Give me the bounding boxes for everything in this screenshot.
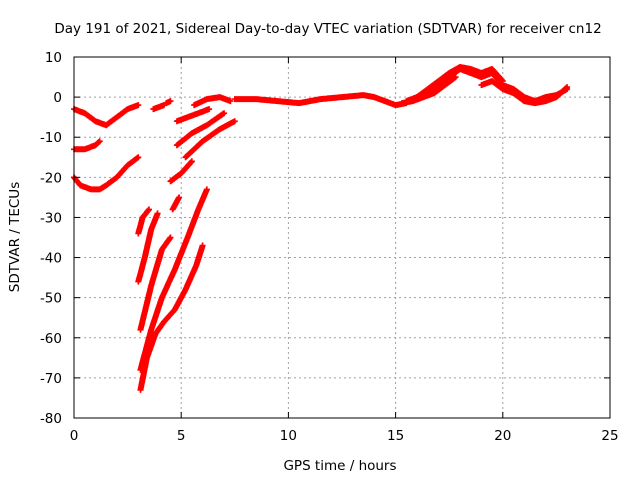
series-markers (182, 118, 238, 161)
series-markers (231, 92, 410, 109)
series-arc-12 (135, 206, 152, 237)
x-tick-label: 20 (494, 428, 511, 444)
series-markers (167, 158, 195, 185)
axis-ticks: 0 5 10 15 20 25 -80 -70 -60 -50 -40 -30 -20 -10 0 10 (40, 50, 619, 444)
series-arc-19 (399, 74, 459, 107)
series-markers (191, 94, 234, 109)
series-markers (163, 98, 174, 107)
y-tick-label: -10 (40, 130, 62, 146)
series-markers (414, 64, 506, 101)
data-points (71, 64, 571, 393)
y-tick-label: -70 (40, 371, 62, 387)
series-arc-20 (414, 64, 506, 101)
x-tick-label: 0 (70, 428, 79, 444)
y-axis-label: SDTVAR / TECUs (7, 182, 23, 292)
x-axis-label: GPS time / hours (283, 458, 396, 474)
series-markers (399, 74, 459, 107)
series-arc-11 (169, 194, 183, 213)
series-arc-17 (231, 92, 410, 109)
series-arc-9 (182, 118, 238, 161)
y-tick-label: -30 (40, 210, 62, 226)
series-arc-14 (137, 234, 174, 333)
series-arc-8 (173, 110, 228, 149)
x-tick-label: 10 (280, 428, 297, 444)
y-tick-label: 10 (45, 50, 62, 66)
y-tick-label: -80 (40, 411, 62, 427)
y-tick-label: -50 (40, 291, 62, 307)
y-tick-label: 0 (53, 90, 62, 106)
y-tick-label: -60 (40, 331, 62, 347)
series-arc-3 (163, 98, 174, 107)
series-arc-1 (71, 102, 142, 129)
chart-title: Day 191 of 2021, Sidereal Day-to-day VTE… (54, 21, 601, 37)
series-markers (135, 210, 161, 285)
series-markers (137, 234, 174, 333)
series-markers (173, 110, 228, 149)
x-tick-label: 15 (387, 428, 404, 444)
series-arc-13 (135, 210, 161, 285)
x-tick-label: 5 (177, 428, 186, 444)
series-arc-6 (173, 106, 213, 125)
series-markers (71, 102, 142, 129)
series-arc-2 (150, 102, 167, 113)
plot-frame (73, 56, 611, 419)
series-arc-4 (71, 138, 103, 153)
series-arc-10 (167, 158, 195, 185)
series-markers (478, 78, 571, 107)
y-tick-label: -20 (40, 170, 62, 186)
series-arc-15 (137, 186, 210, 373)
series-arc-7 (191, 94, 234, 109)
series-arc-5 (71, 154, 142, 193)
series-markers (135, 206, 152, 237)
series-arc-21 (478, 78, 571, 107)
series-markers (150, 102, 167, 113)
x-tick-label: 25 (601, 428, 618, 444)
series-markers (169, 194, 183, 213)
series-markers (71, 154, 142, 193)
series-markers (137, 242, 206, 393)
series-arc-16 (137, 242, 206, 393)
series-markers (173, 106, 213, 125)
y-tick-label: -40 (40, 251, 62, 267)
series-markers (71, 138, 103, 153)
series-markers (137, 186, 210, 373)
